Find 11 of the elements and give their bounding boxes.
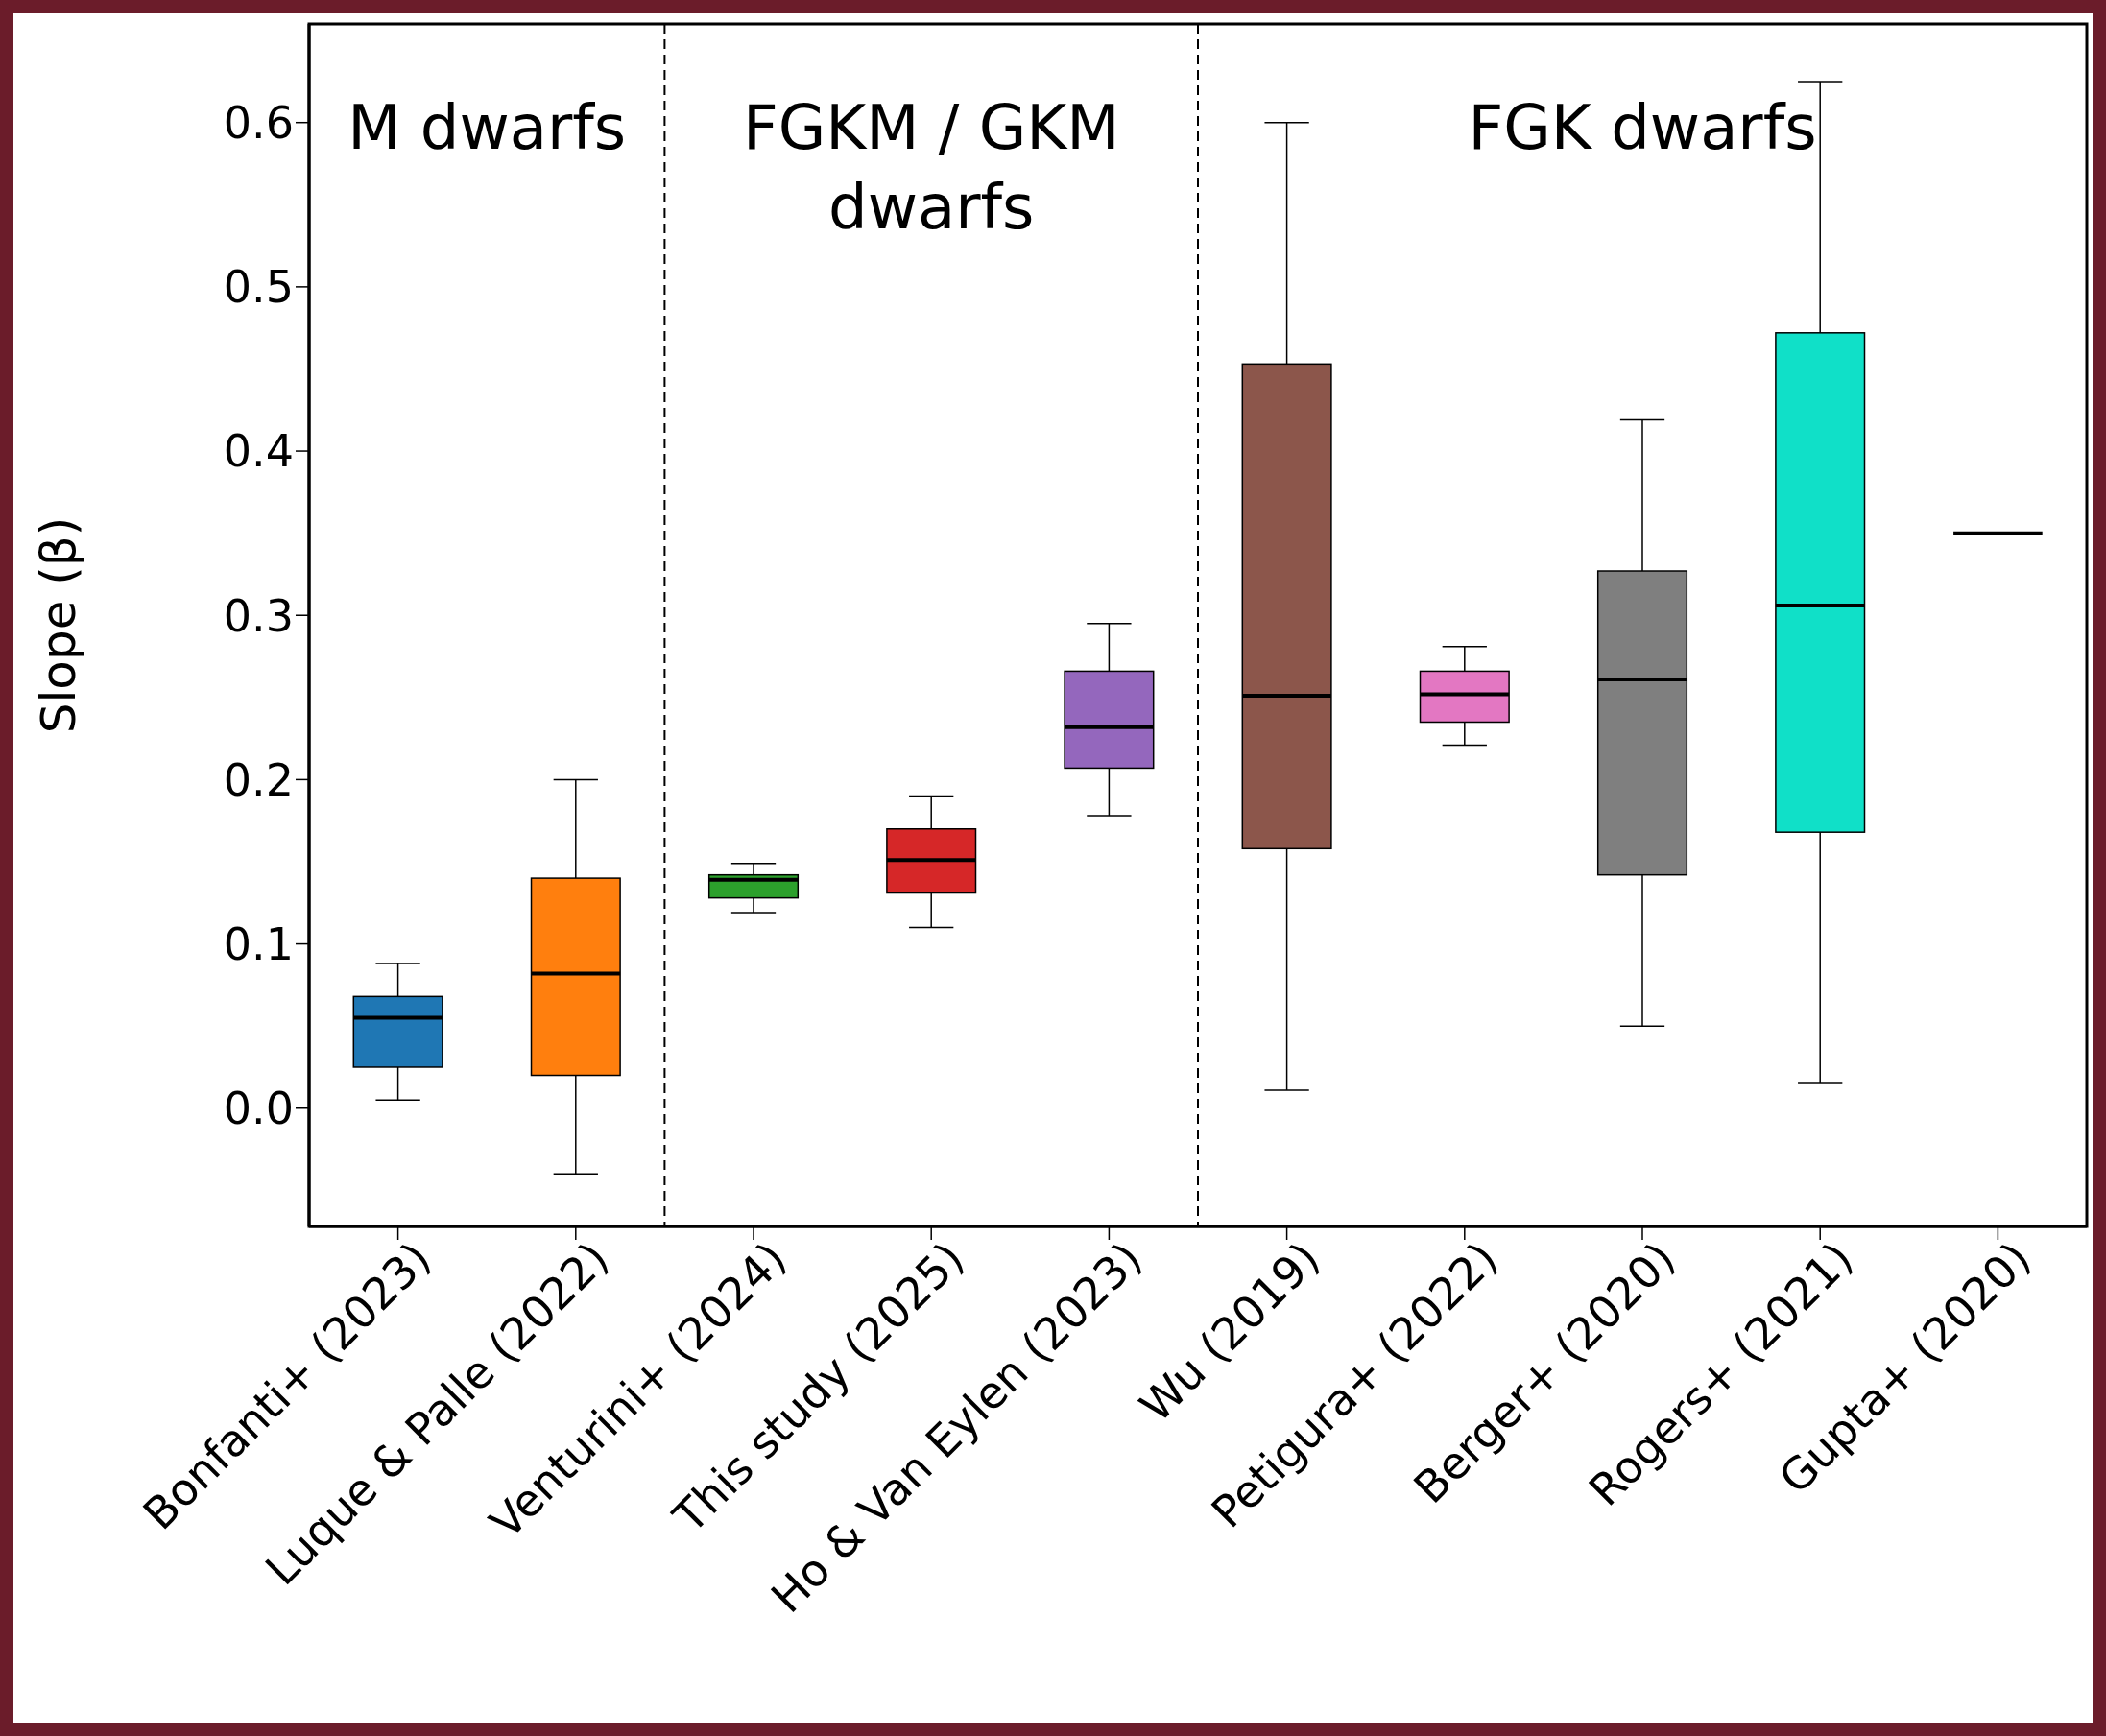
y-tick-label: 0.6 <box>223 97 294 150</box>
annotation: M dwarfs <box>347 92 627 163</box>
y-tick-label: 0.1 <box>223 917 294 970</box>
y-tick-label: 0.5 <box>223 261 294 314</box>
y-tick-label: 0.0 <box>223 1082 294 1135</box>
y-tick-label: 0.2 <box>223 753 294 806</box>
annotation: FGKM / GKM dwarfs <box>742 92 1120 244</box>
y-axis-title: Slope (β) <box>30 516 86 734</box>
y-tick-label: 0.3 <box>223 589 294 642</box>
y-tick-label: 0.4 <box>223 425 294 478</box>
annotation: FGK dwarfs <box>1468 92 1817 163</box>
